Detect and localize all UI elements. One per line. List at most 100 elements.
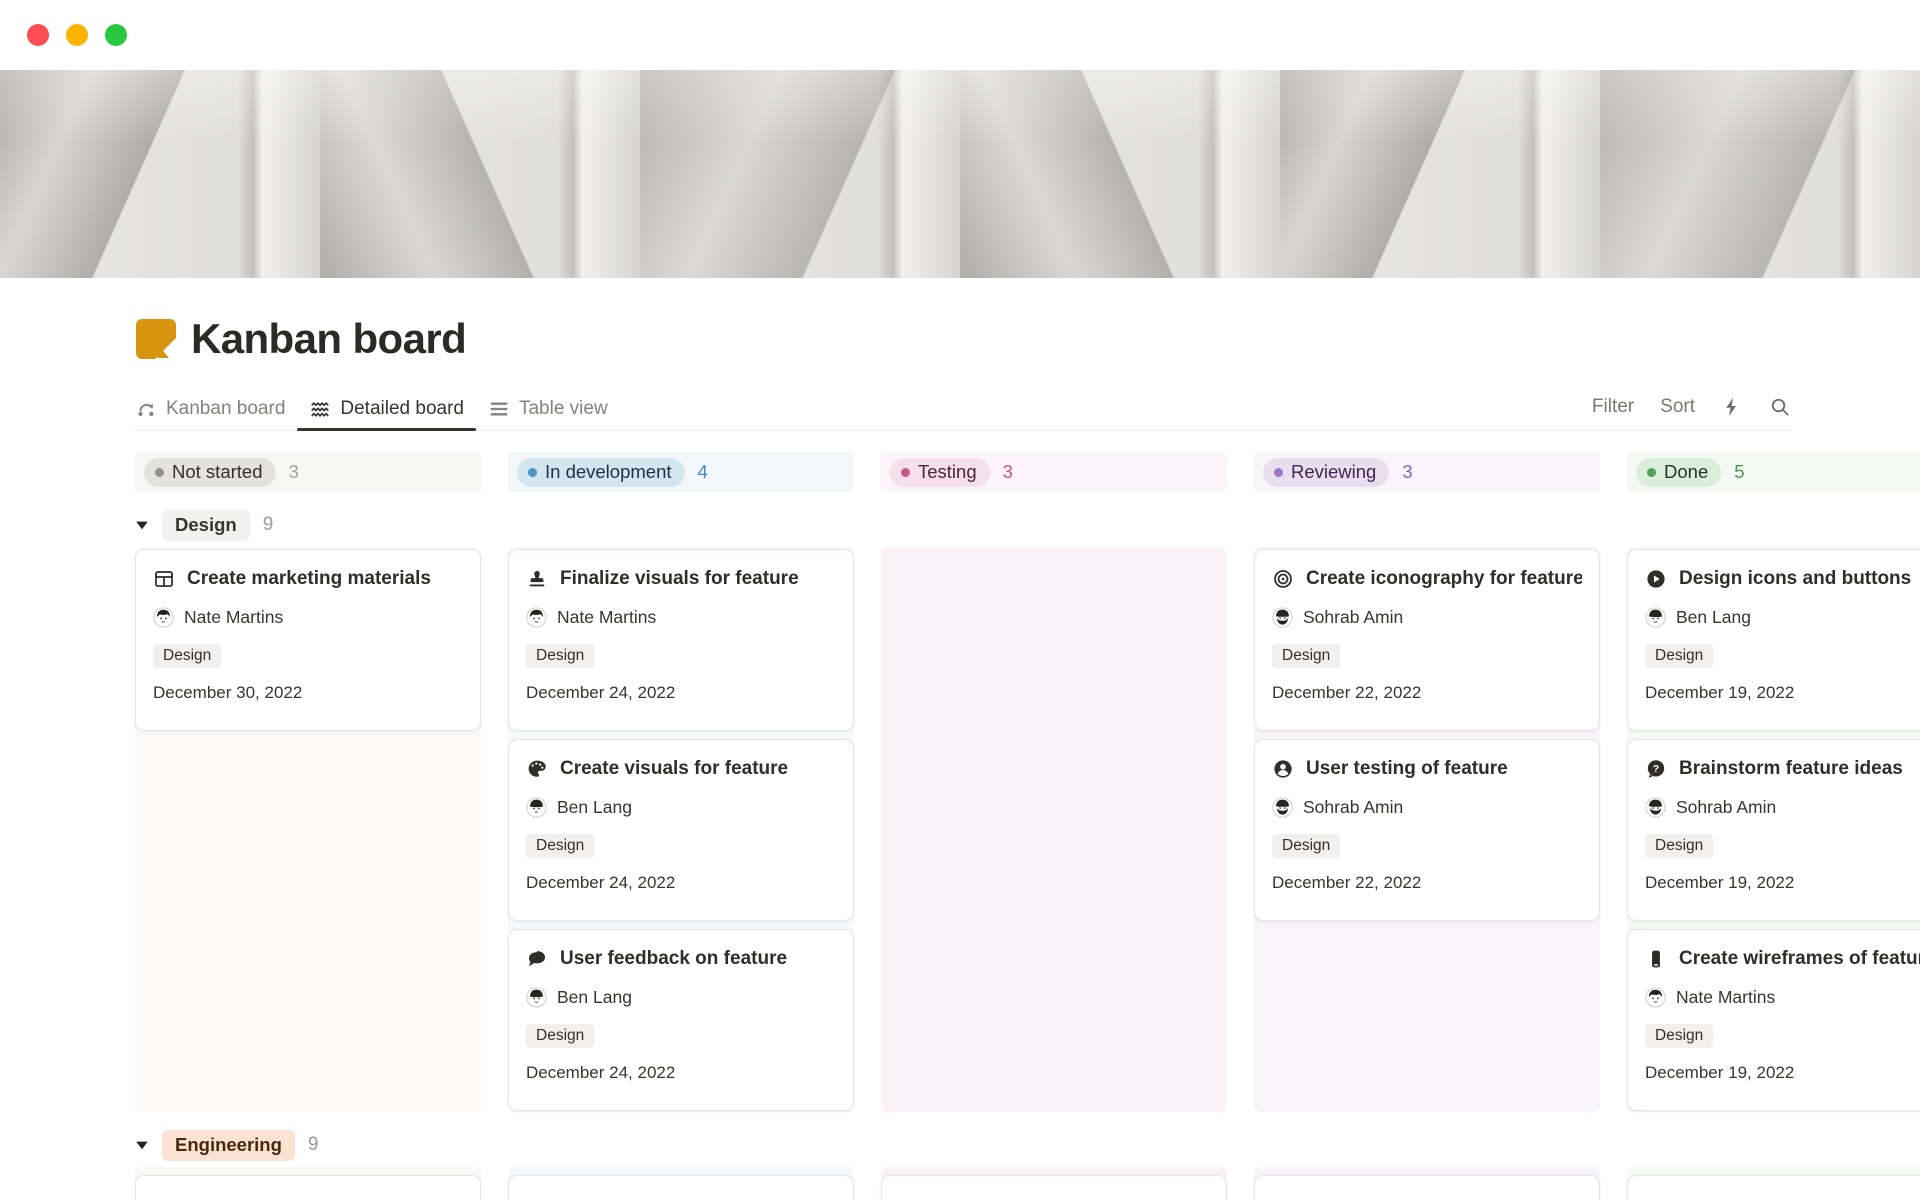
card-tag: Design xyxy=(1645,834,1714,858)
column-count: 3 xyxy=(288,461,299,482)
avatar-ben xyxy=(526,987,547,1008)
card-assignee-row: Sohrab Amin xyxy=(1272,797,1582,818)
avatar-sohrab xyxy=(1645,797,1666,818)
column-panel-reviewing: Create iconography for feature Sohrab Ami… xyxy=(1254,547,1600,1112)
kanban-card[interactable]: ? Brainstorm feature ideas Sohrab Amin Desi… xyxy=(1627,739,1920,921)
phone-icon xyxy=(1645,948,1667,970)
kanban-board-body: Not started 3 In development 4 Testing 3 Revie… xyxy=(135,452,1920,1200)
zoom-button[interactable] xyxy=(105,24,127,46)
tab-table-view[interactable]: Table view xyxy=(476,398,620,430)
filter-button[interactable]: Filter xyxy=(1591,396,1635,417)
cover-segment xyxy=(1280,70,1600,278)
cover-segment xyxy=(640,70,960,278)
status-dot xyxy=(155,467,164,477)
group-count: 9 xyxy=(307,1134,319,1155)
column-label: In development xyxy=(545,461,672,482)
sort-button[interactable]: Sort xyxy=(1660,396,1695,417)
kanban-card[interactable]: Design icons and buttons Ben Lang Design De… xyxy=(1627,549,1920,731)
tab-kanban-board[interactable]: Kanban board xyxy=(135,398,297,430)
card-assignee-row: Nate Martins xyxy=(153,607,463,628)
card-tag: Design xyxy=(526,834,595,858)
close-button[interactable] xyxy=(27,24,49,46)
card-date: December 22, 2022 xyxy=(1272,683,1422,702)
column-status-pill-not-started[interactable]: Not started xyxy=(144,457,276,487)
tab-detailed-board[interactable]: Detailed board xyxy=(297,398,476,431)
assignee-name: Ben Lang xyxy=(557,797,632,817)
column-status-pill-testing[interactable]: Testing xyxy=(890,457,990,487)
card-title: Create visuals for feature xyxy=(560,758,789,779)
card-tag: Design xyxy=(1272,644,1341,668)
target-icon xyxy=(1272,568,1294,590)
card-assignee-row: Ben Lang xyxy=(1645,607,1920,628)
group-header-design: Design 9 xyxy=(135,508,1920,542)
card-title-row: Design icons and buttons xyxy=(1645,568,1920,590)
kanban-card[interactable] xyxy=(1627,1175,1920,1200)
card-title-row: Finalize visuals for feature xyxy=(526,568,836,590)
card-title: Create iconography for feature xyxy=(1306,568,1582,589)
lightning-icon[interactable] xyxy=(1721,396,1743,418)
status-dot xyxy=(528,467,537,477)
kanban-card[interactable]: Create visuals for feature Ben Lang Design… xyxy=(508,739,854,921)
search-icon[interactable] xyxy=(1769,396,1791,418)
status-dot xyxy=(1274,467,1283,477)
group-toggle-triangle-down-icon[interactable] xyxy=(135,1138,149,1152)
card-title: Create wireframes of feature xyxy=(1679,948,1920,969)
card-tag: Design xyxy=(526,1024,595,1048)
kanban-card[interactable] xyxy=(508,1175,854,1200)
view-tab-bar: Kanban board Detailed board Table view Fil… xyxy=(135,396,1791,431)
kanban-card[interactable]: Create iconography for feature Sohrab Ami… xyxy=(1254,549,1600,731)
stamp-icon xyxy=(526,568,548,590)
card-assignee-row: Sohrab Amin xyxy=(1272,607,1582,628)
kanban-card[interactable] xyxy=(135,1175,481,1200)
column-count: 5 xyxy=(1734,461,1745,482)
card-tag-row: Design xyxy=(526,1024,836,1048)
column-header-row: Not started 3 In development 4 Testing 3 Revie… xyxy=(135,452,1920,492)
group-engineering: Engineering 9 xyxy=(135,1128,1920,1200)
column-status-pill-in-development[interactable]: In development xyxy=(517,457,685,487)
card-title: Design icons and buttons xyxy=(1679,568,1912,589)
column-panel-done xyxy=(1627,1167,1920,1200)
kanban-card[interactable]: Create wireframes of feature Nate Martins… xyxy=(1627,929,1920,1111)
column-label: Done xyxy=(1664,461,1709,482)
column-label: Reviewing xyxy=(1291,461,1377,482)
speech-bubble-icon xyxy=(526,948,548,970)
kanban-card[interactable]: Finalize visuals for feature Nate Martins… xyxy=(508,549,854,731)
card-assignee-row: Sohrab Amin xyxy=(1645,797,1920,818)
kanban-card[interactable] xyxy=(1254,1175,1600,1200)
group-pill-design[interactable]: Design xyxy=(162,509,250,541)
play-circle-icon xyxy=(1645,568,1667,590)
tab-label: Kanban board xyxy=(166,398,286,419)
card-date: December 24, 2022 xyxy=(526,1063,676,1082)
card-date: December 22, 2022 xyxy=(1272,873,1422,892)
card-tag-row: Design xyxy=(526,834,836,858)
palette-icon xyxy=(526,758,548,780)
column-panel-not-started: Create marketing materials Nate Martins De… xyxy=(135,547,481,1112)
kanban-card[interactable]: User testing of feature Sohrab Amin Design… xyxy=(1254,739,1600,921)
kanban-card[interactable] xyxy=(881,1175,1227,1200)
card-tag: Design xyxy=(153,644,222,668)
cover-segment xyxy=(320,70,640,278)
minimize-button[interactable] xyxy=(66,24,88,46)
column-header-testing: Testing 3 xyxy=(881,452,1227,492)
card-title: Brainstorm feature ideas xyxy=(1679,758,1903,779)
column-status-pill-reviewing[interactable]: Reviewing xyxy=(1263,457,1390,487)
svg-text:?: ? xyxy=(1653,763,1659,775)
assignee-name: Sohrab Amin xyxy=(1676,797,1777,817)
page-title[interactable]: Kanban board xyxy=(191,315,467,362)
avatar-nate xyxy=(526,607,547,628)
column-count: 3 xyxy=(1402,461,1413,482)
status-dot xyxy=(1647,467,1656,477)
kanban-card[interactable]: User feedback on feature Ben Lang Design De… xyxy=(508,929,854,1111)
column-header-in-development: In development 4 xyxy=(508,452,854,492)
tab-label: Detailed board xyxy=(340,398,464,419)
card-title: Finalize visuals for feature xyxy=(560,568,799,589)
card-title-row: User testing of feature xyxy=(1272,758,1582,780)
group-toggle-triangle-down-icon[interactable] xyxy=(135,518,149,532)
card-title-row: Create wireframes of feature xyxy=(1645,948,1920,970)
group-pill-engineering[interactable]: Engineering xyxy=(162,1129,295,1161)
column-status-pill-done[interactable]: Done xyxy=(1636,457,1722,487)
column-panel-done: Design icons and buttons Ben Lang Design De… xyxy=(1627,547,1920,1112)
page-note-icon[interactable] xyxy=(135,318,177,360)
user-circle-icon xyxy=(1272,758,1294,780)
kanban-card[interactable]: Create marketing materials Nate Martins De… xyxy=(135,549,481,731)
